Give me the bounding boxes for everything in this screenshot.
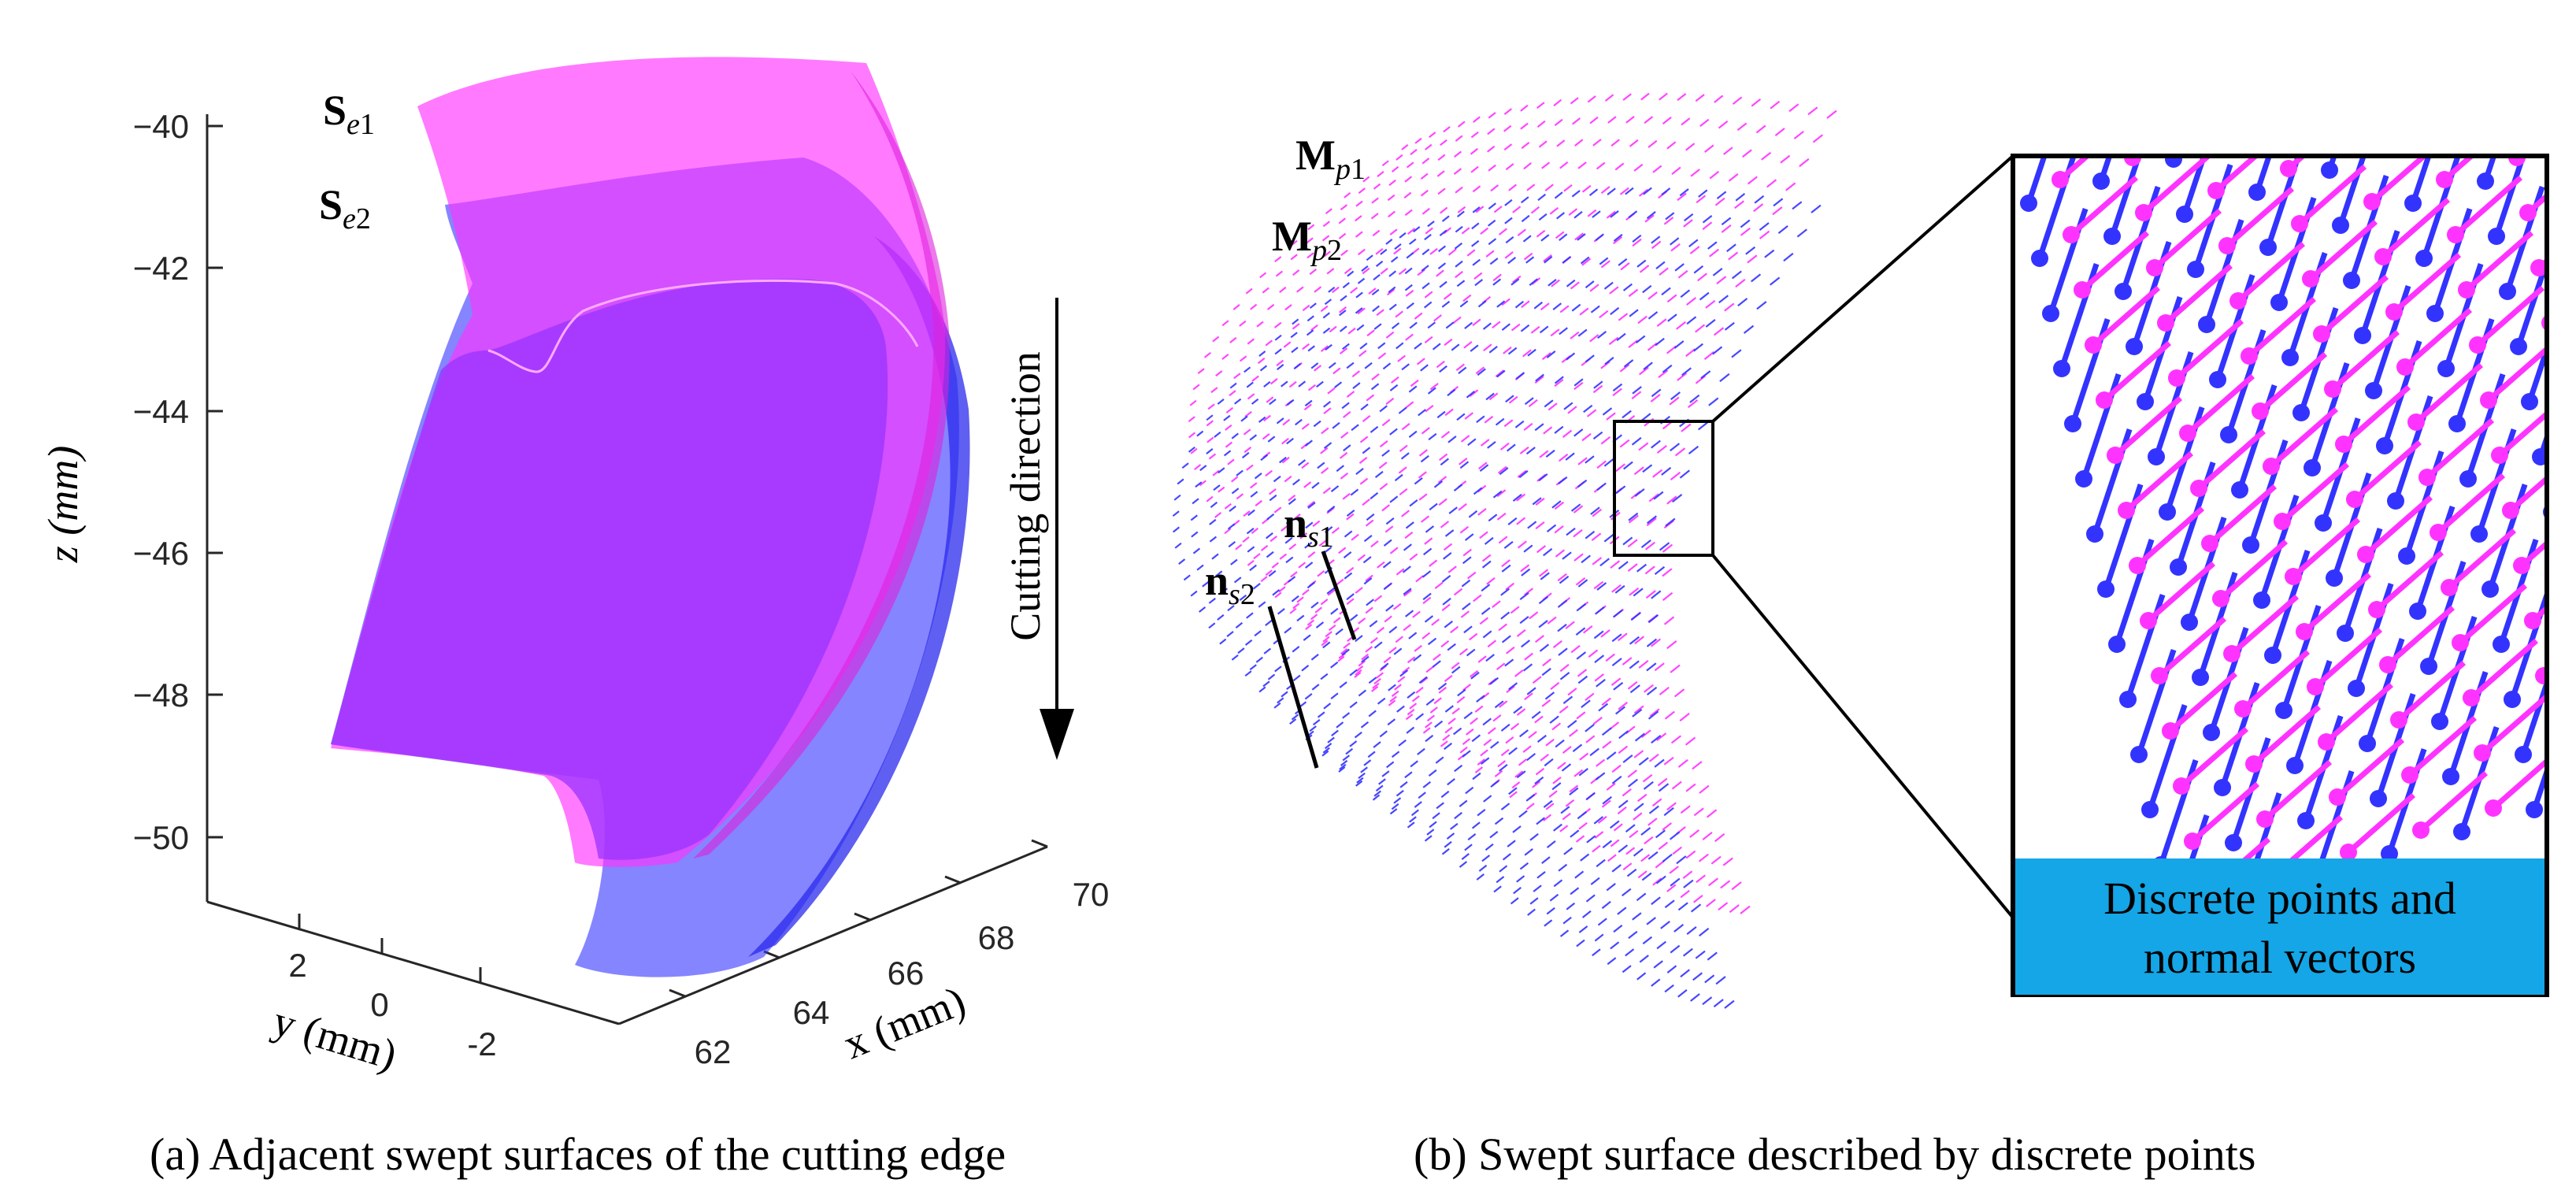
x-tick-label: 64 bbox=[793, 994, 830, 1031]
z-tick-label: −48 bbox=[133, 677, 189, 714]
label-se1: Se1 bbox=[323, 87, 375, 141]
zoom-connector-bottom bbox=[1711, 554, 2014, 919]
surface-overlap bbox=[331, 279, 888, 860]
y-axis-line bbox=[206, 900, 620, 1025]
label-ns1: ns1 bbox=[1284, 499, 1334, 554]
x-tick-label: 70 bbox=[1073, 876, 1110, 913]
z-axis-title: z (mm) bbox=[39, 446, 87, 563]
cutting-direction-label: Cutting direction bbox=[1002, 351, 1049, 640]
y-tick-label: 2 bbox=[288, 947, 306, 984]
x-axis-line bbox=[618, 845, 1048, 1025]
x-tick-label: 62 bbox=[695, 1033, 732, 1070]
caption-b: (b) Swept surface described by discrete … bbox=[1414, 1129, 2255, 1180]
zoom-region bbox=[1613, 420, 1714, 557]
panel-a: −40 −42 −44 −46 −48 −50 z (mm) 2 0 -2 y … bbox=[39, 57, 1109, 1180]
z-tick-label: −40 bbox=[133, 108, 189, 145]
z-tick-label: −44 bbox=[133, 393, 189, 430]
panel-b: Mp1 Mp2 ns1 ns2 Discrete points and norm… bbox=[1172, 92, 2549, 1180]
z-tick-label: −46 bbox=[133, 535, 189, 572]
y-tick-label: -2 bbox=[467, 1025, 496, 1062]
inset-label-box bbox=[2015, 858, 2544, 995]
intersection-curve bbox=[487, 279, 919, 373]
z-tick-label: −42 bbox=[133, 250, 189, 287]
inset-zoom-vectors bbox=[2014, 156, 2547, 858]
zoom-connector-top bbox=[1711, 154, 2014, 423]
label-mp1: Mp1 bbox=[1295, 132, 1366, 186]
point-cloud-mp2 bbox=[1172, 187, 1822, 1009]
inset-label-line1: Discrete points and bbox=[2103, 873, 2456, 924]
z-ticks bbox=[207, 124, 223, 839]
label-se2: Se2 bbox=[319, 181, 371, 235]
caption-a: (a) Adjacent swept surfaces of the cutti… bbox=[150, 1129, 1006, 1180]
leader-ns2 bbox=[1267, 606, 1319, 769]
inset-label-line2: normal vectors bbox=[2144, 932, 2416, 983]
x-tick-label: 68 bbox=[978, 919, 1015, 956]
y-tick-label: 0 bbox=[370, 986, 388, 1023]
cutting-direction-arrowhead bbox=[1040, 709, 1074, 760]
leader-ns1 bbox=[1321, 551, 1357, 640]
z-tick-label: −50 bbox=[133, 819, 189, 856]
label-ns2: ns2 bbox=[1205, 557, 1255, 611]
x-tick-label: 66 bbox=[888, 955, 925, 992]
label-mp2: Mp2 bbox=[1272, 213, 1342, 267]
